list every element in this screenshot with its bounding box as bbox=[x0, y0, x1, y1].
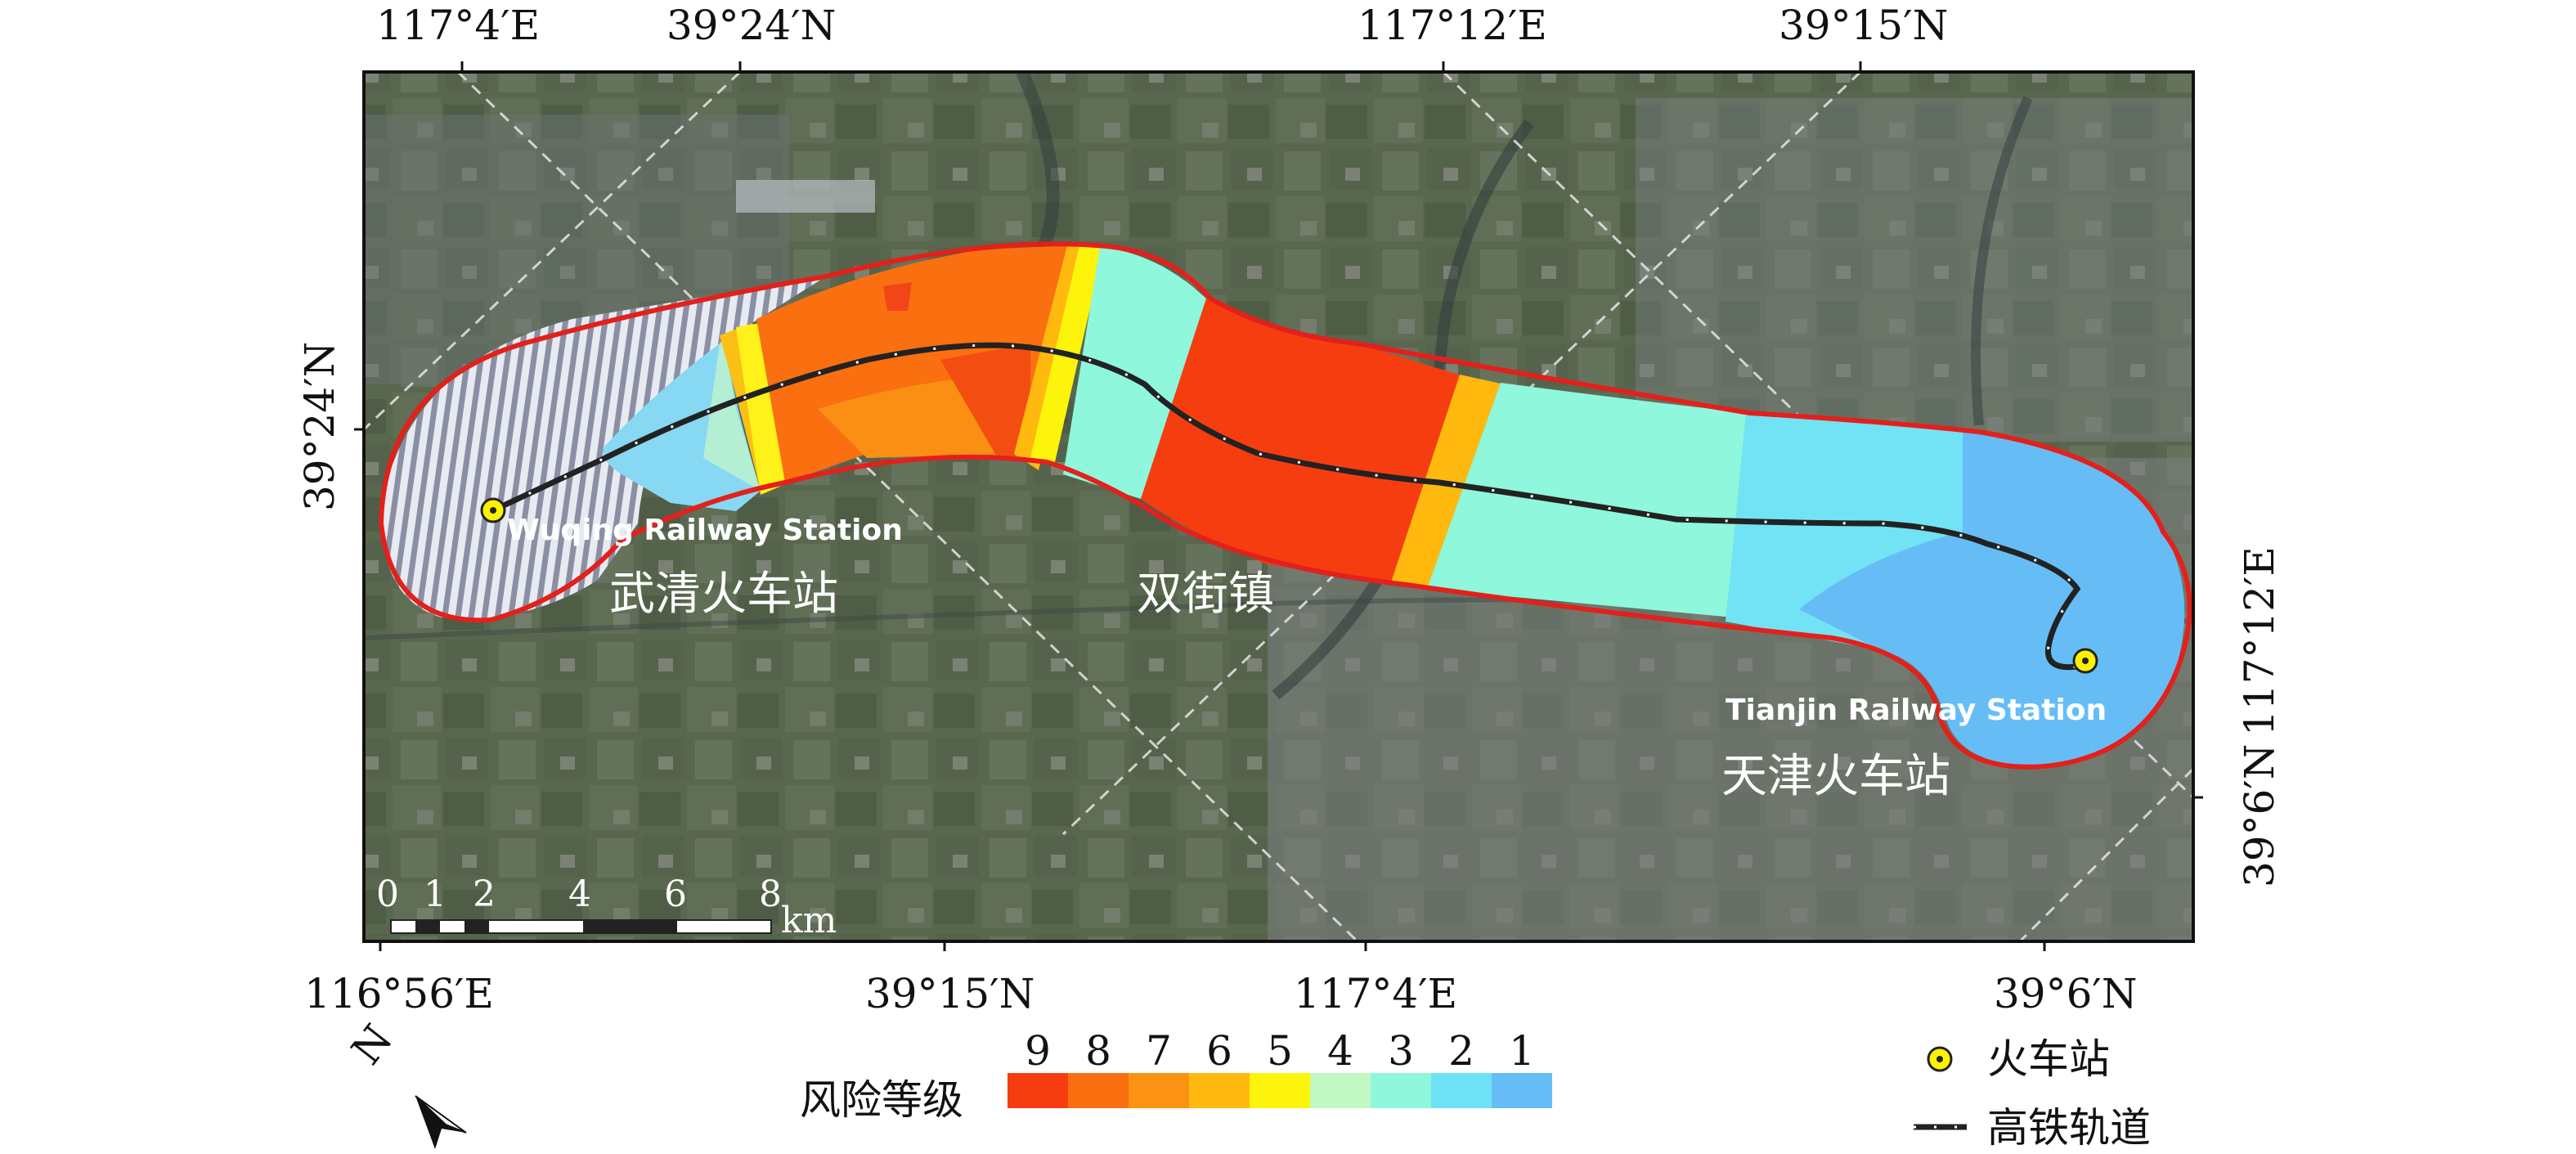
scale-unit: km bbox=[781, 900, 837, 941]
tianjin-station-marker bbox=[2072, 648, 2098, 674]
risk-swatch-7 bbox=[1129, 1073, 1189, 1108]
top-label-3: 117°12′E bbox=[1358, 2, 1547, 49]
risk-legend-title: 风险等级 bbox=[800, 1076, 963, 1124]
wuqing-station-label-zh: 武清火车站 bbox=[609, 568, 838, 621]
risk-band-1 bbox=[1799, 429, 2185, 766]
top-label-1: 117°4′E bbox=[376, 2, 540, 49]
high-speed-railway bbox=[491, 342, 2081, 671]
scale-tick-6: 6 bbox=[664, 873, 687, 915]
risk-corridor bbox=[378, 241, 2192, 770]
north-arrow-label: N bbox=[343, 1016, 402, 1073]
symbol-legend: 火车站 高铁轨道 bbox=[1914, 1035, 2151, 1152]
station-legend-label: 火车站 bbox=[1987, 1035, 2110, 1083]
risk-band-3 bbox=[1063, 247, 1210, 499]
scale-tick-0: 0 bbox=[376, 873, 399, 915]
risk-level-label-4: 4 bbox=[1327, 1027, 1353, 1075]
railway-legend-label: 高铁轨道 bbox=[1987, 1104, 2151, 1152]
risk-level-label-7: 7 bbox=[1146, 1027, 1172, 1075]
left-label: 39°24′N bbox=[296, 342, 343, 511]
risk-level-label-8: 8 bbox=[1085, 1027, 1111, 1075]
risk-band-3c bbox=[1513, 507, 1595, 552]
risk-swatch-6 bbox=[1189, 1073, 1250, 1108]
risk-band-west-7 bbox=[818, 376, 1006, 458]
wuqing-station-label-en: Wuqing Railway Station bbox=[507, 514, 903, 547]
top-label-2: 39°24′N bbox=[666, 2, 836, 49]
map-frame bbox=[362, 70, 2195, 943]
risk-level-label-3: 3 bbox=[1388, 1027, 1414, 1075]
scale-bar: 0 1 2 4 6 8 km bbox=[376, 873, 837, 941]
right-label-bottom: 39°6′N bbox=[2236, 743, 2283, 887]
wuqing-station-marker bbox=[480, 497, 506, 523]
bottom-label-1: 116°56′E bbox=[304, 970, 494, 1017]
risk-swatch-8 bbox=[1068, 1073, 1129, 1108]
risk-level-label-5: 5 bbox=[1267, 1027, 1293, 1075]
risk-band-west-9 bbox=[883, 282, 912, 311]
north-arrow-icon: N bbox=[343, 1016, 467, 1149]
top-label-4: 39°15′N bbox=[1779, 2, 1948, 49]
scale-tick-8: 8 bbox=[759, 873, 782, 915]
right-label-top: 117°12′E bbox=[2236, 546, 2283, 736]
risk-band-9-center bbox=[1141, 299, 1464, 585]
bottom-label-3: 117°4′E bbox=[1294, 970, 1457, 1017]
risk-swatch-4 bbox=[1310, 1073, 1371, 1108]
scale-tick-4: 4 bbox=[568, 873, 591, 915]
risk-band-3b bbox=[1427, 383, 1750, 617]
bottom-label-2: 39°15′N bbox=[865, 970, 1034, 1017]
risk-swatch-9 bbox=[1008, 1073, 1068, 1108]
tianjin-station-label-en: Tianjin Railway Station bbox=[1726, 694, 2107, 727]
risk-band-west-4 bbox=[703, 339, 761, 491]
bottom-label-4: 39°6′N bbox=[1994, 970, 2138, 1017]
risk-level-label-1: 1 bbox=[1509, 1027, 1535, 1075]
corridor-boundary bbox=[378, 241, 2192, 770]
risk-level-label-9: 9 bbox=[1025, 1027, 1051, 1075]
risk-band-west-5 bbox=[736, 323, 789, 495]
shuangjie-town-label: 双街镇 bbox=[1137, 568, 1274, 621]
scale-tick-1: 1 bbox=[424, 873, 447, 915]
risk-level-label-2: 2 bbox=[1448, 1027, 1474, 1075]
risk-band-west-9b bbox=[940, 344, 1030, 458]
risk-swatch-2 bbox=[1431, 1073, 1492, 1108]
tianjin-station-label-zh: 天津火车站 bbox=[1721, 750, 1950, 803]
risk-swatch-3 bbox=[1371, 1073, 1431, 1108]
risk-level-label-6: 6 bbox=[1206, 1027, 1232, 1075]
risk-swatch-1 bbox=[1492, 1073, 1552, 1108]
risk-swatch-5 bbox=[1250, 1073, 1310, 1108]
scale-tick-2: 2 bbox=[473, 873, 496, 915]
